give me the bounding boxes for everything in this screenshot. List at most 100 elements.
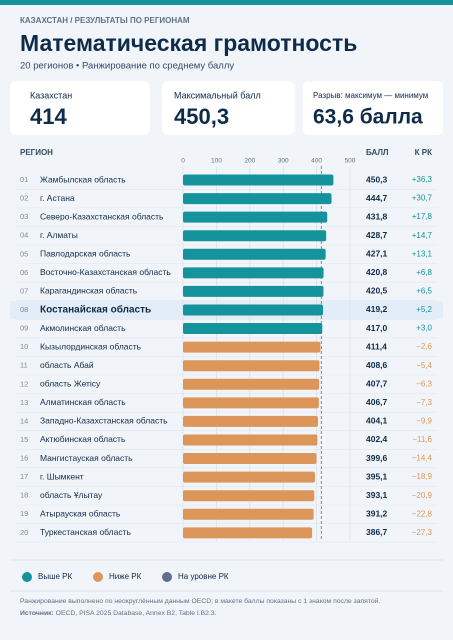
column-header: БАЛЛ	[366, 148, 389, 157]
legend-swatch	[93, 572, 103, 582]
region-label: г. Шымкент	[40, 471, 84, 481]
bar	[183, 304, 324, 316]
x-tick-label: 300	[278, 158, 289, 165]
value-label: 402,4	[366, 434, 388, 444]
rank: 18	[20, 491, 28, 500]
value-label: 431,8	[366, 211, 388, 221]
card	[303, 81, 443, 135]
rank: 10	[20, 342, 28, 351]
bar	[183, 453, 317, 465]
region-label: область Абай	[40, 360, 94, 370]
title: Математическая грамотность	[20, 30, 357, 56]
value-label: 407,7	[366, 379, 388, 389]
diff-label: −5,4	[416, 361, 432, 370]
diff-label: +36,3	[412, 175, 433, 184]
rank: 06	[20, 268, 28, 277]
value-label: 427,1	[366, 249, 388, 259]
diff-label: +13,1	[412, 249, 433, 258]
source-label: Источник:	[20, 610, 54, 617]
rank: 07	[20, 286, 28, 295]
diff-label: −14,4	[412, 454, 433, 463]
diff-label: +30,7	[412, 194, 433, 203]
value-label: 450,3	[366, 174, 388, 184]
bar	[183, 471, 315, 483]
card	[162, 81, 295, 135]
diff-label: +6,5	[416, 287, 432, 296]
rank: 02	[20, 194, 28, 203]
value-label: 420,5	[366, 286, 388, 296]
diff-label: −9,9	[416, 417, 432, 426]
x-tick-label: 500	[345, 158, 356, 165]
region-label: Северо-Казахстанская область	[40, 211, 164, 221]
bar	[183, 211, 328, 223]
value-label: 399,6	[366, 453, 388, 463]
value-label: 391,2	[366, 509, 388, 519]
top-accent	[0, 0, 453, 5]
diff-label: −27,3	[412, 528, 433, 537]
rank: 12	[20, 379, 28, 388]
bar	[183, 323, 323, 335]
subtitle: 20 регионов • Ранжирование по среднему б…	[20, 61, 234, 72]
region-label: Алматинская область	[40, 397, 126, 407]
rank: 19	[20, 509, 28, 518]
rank: 14	[20, 416, 28, 425]
legend-label: Ниже РК	[109, 572, 142, 581]
column-header: К РК	[415, 148, 432, 157]
region-label: область Жетісу	[40, 379, 101, 389]
value-label: 393,1	[366, 490, 388, 500]
bar	[183, 174, 334, 186]
column-header: РЕГИОН	[20, 148, 53, 157]
value-label: 428,7	[366, 230, 388, 240]
bar	[183, 285, 324, 297]
diff-label: −20,9	[412, 491, 433, 500]
x-tick-label: 400	[311, 158, 322, 165]
rank: 09	[20, 324, 28, 333]
region-label: Мангистауская область	[40, 453, 133, 463]
rank: 01	[20, 175, 28, 184]
bar	[183, 193, 332, 205]
bar	[183, 248, 326, 260]
bar	[183, 490, 315, 502]
region-label: г. Алматы	[40, 230, 78, 240]
legend-label: Выше РК	[38, 572, 73, 581]
bar-chart: 0 100 200 300 400 500 01 Жамбылская область 450,…	[10, 158, 443, 543]
card-value: 63,6 балла	[313, 106, 423, 129]
diff-label: +3,0	[416, 324, 432, 333]
region-label: Восточно-Казахстанская область	[40, 267, 171, 277]
footnote: Ранжирование выполнено по неокруглённым …	[20, 597, 380, 605]
rank: 08	[20, 305, 28, 314]
bar	[183, 527, 313, 539]
rank: 04	[20, 231, 28, 240]
legend-swatch	[22, 572, 32, 582]
value-label: 420,8	[366, 267, 388, 277]
value-label: 404,1	[366, 416, 388, 426]
value-label: 395,1	[366, 471, 388, 481]
bar	[183, 360, 320, 372]
x-tick-label: 100	[211, 158, 222, 165]
diff-label: −11,6	[412, 435, 432, 444]
bar	[183, 341, 321, 353]
card-label: Казахстан	[30, 90, 72, 100]
source-text: OECD, PISA 2025 Database, Annex B2, Tabl…	[54, 610, 217, 617]
diff-label: +6,8	[416, 268, 432, 277]
value-label: 417,0	[366, 323, 388, 333]
bar	[183, 397, 319, 409]
x-tick-label: 200	[244, 158, 255, 165]
bar	[183, 230, 327, 242]
bar	[183, 434, 318, 446]
region-label: Павлодарская область	[40, 249, 131, 259]
card-value: 414	[30, 104, 67, 129]
bar	[183, 378, 320, 390]
value-label: 386,7	[366, 527, 388, 537]
region-label: Туркестанская область	[40, 527, 131, 537]
value-label: 411,4	[366, 341, 387, 351]
rank: 16	[20, 454, 28, 463]
region-label: Карагандинская область	[40, 286, 138, 296]
diff-label: +17,8	[412, 212, 433, 221]
diff-label: −2,6	[416, 342, 432, 351]
region-label: Жамбылская область	[40, 174, 126, 184]
rank: 05	[20, 249, 28, 258]
bar	[183, 267, 324, 279]
